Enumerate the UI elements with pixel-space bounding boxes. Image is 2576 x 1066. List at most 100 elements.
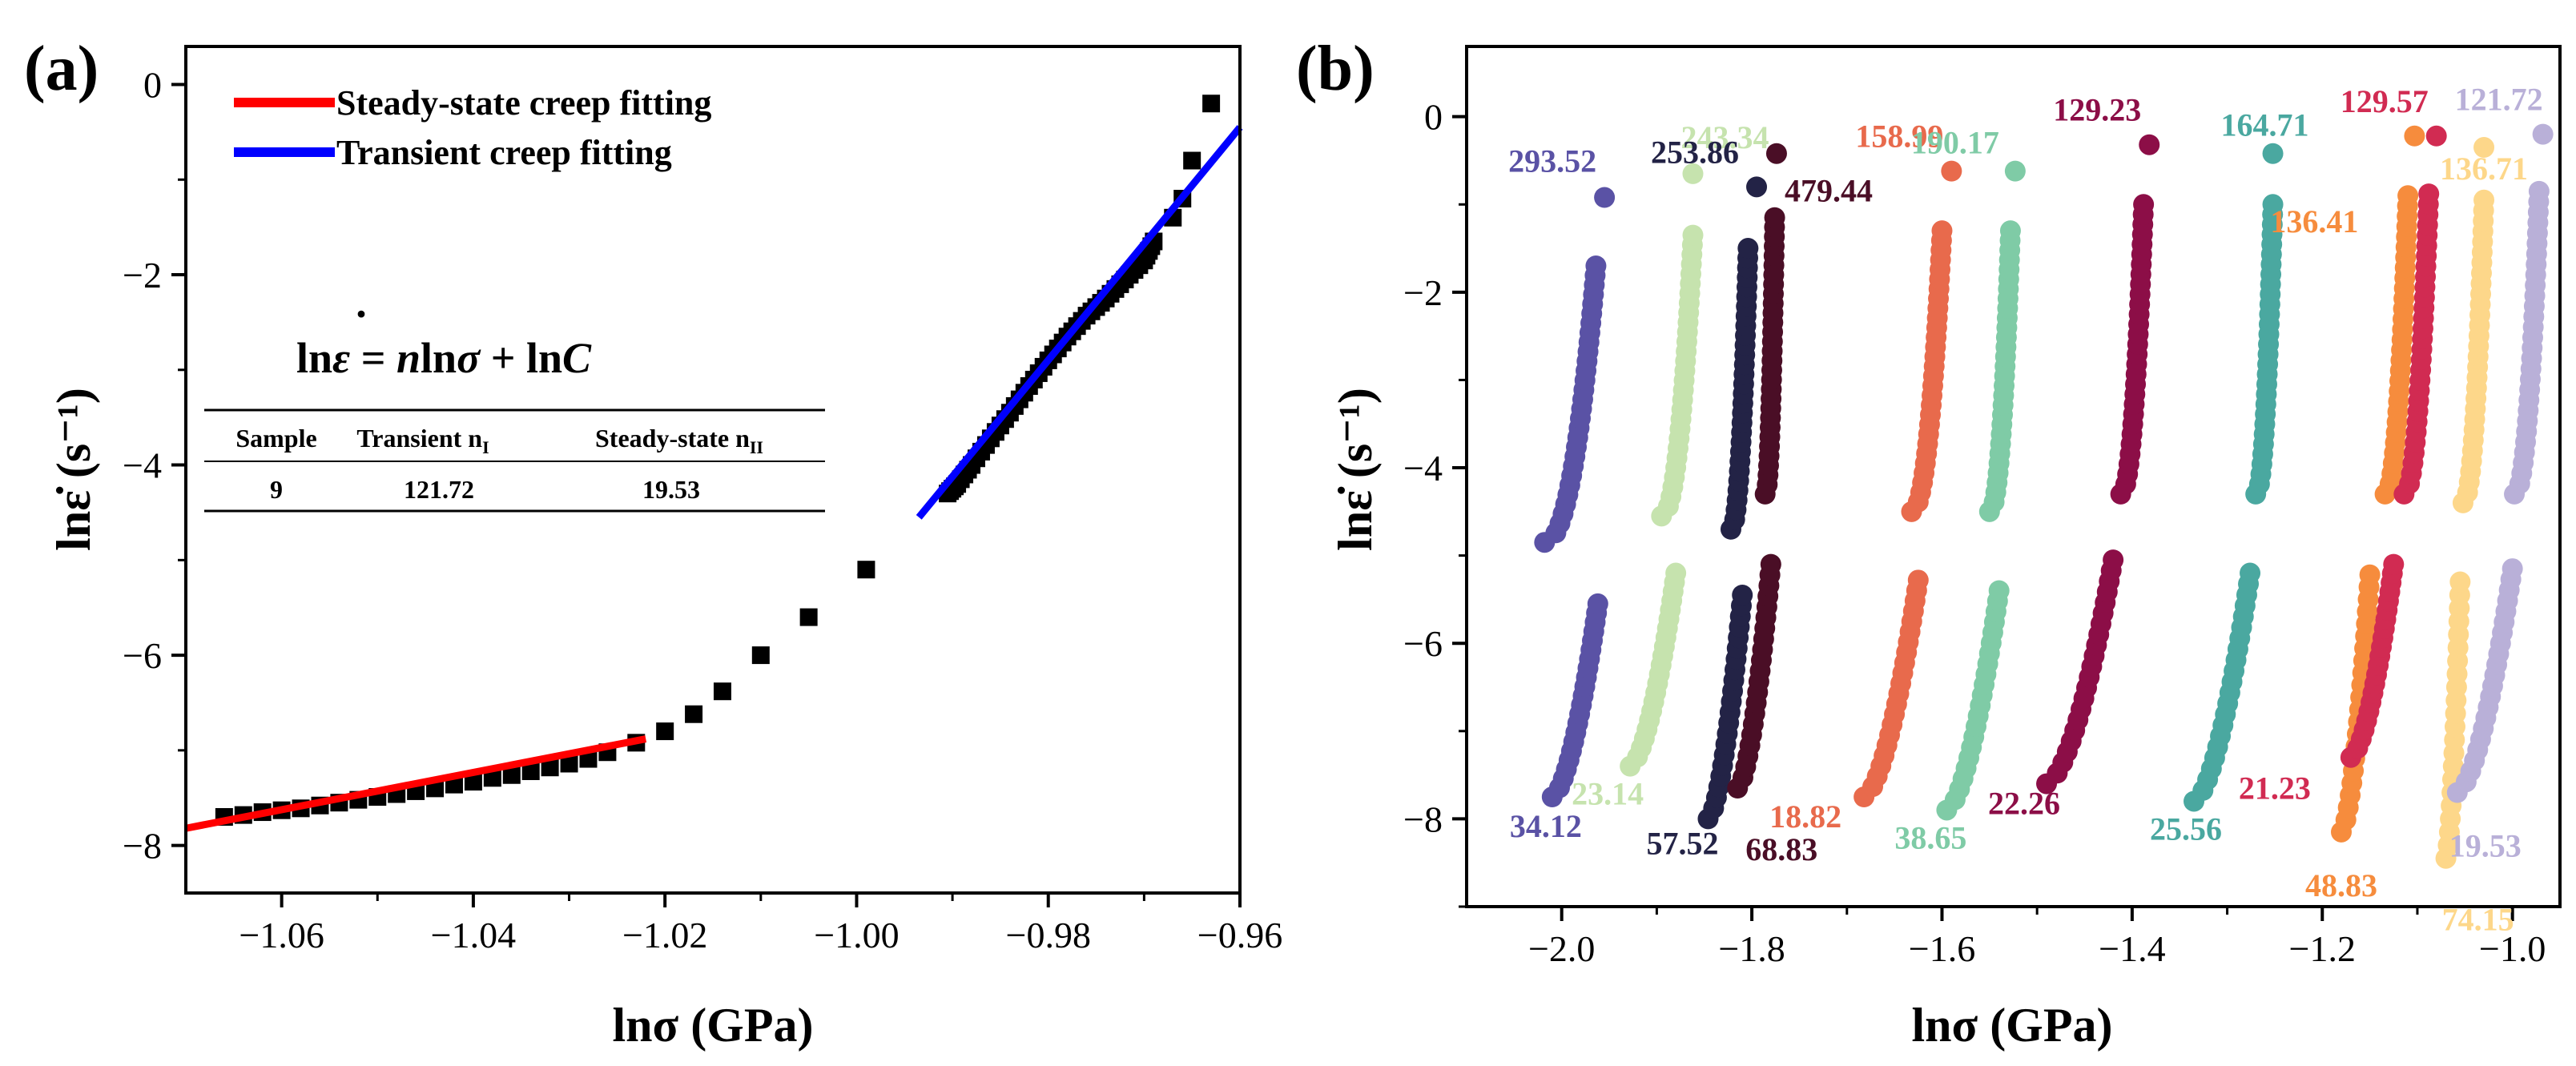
- panel-b-upper-value-label: 158.99: [1855, 119, 1943, 155]
- steady-state-fit-line: [185, 735, 647, 832]
- panel-b-lower-value-label: 68.83: [1745, 831, 1817, 867]
- panel-a-y-axis-title: lnε̇ (s⁻¹): [47, 388, 100, 551]
- panel-a-x-tick-label: −1.02: [622, 915, 707, 955]
- eq-equals: =: [350, 334, 396, 382]
- panel-b-outlier-point: [1941, 160, 1962, 182]
- panel-b-value-labels: 293.52 34.12 243.34 23.14 253.86 57.52 479.44 6…: [1508, 82, 2543, 938]
- panel-b-data-point: [1732, 584, 1753, 605]
- panel-b-data-point: [2502, 558, 2523, 580]
- panel-a-data-point: [502, 766, 521, 784]
- panel-b-upper-value-label: 136.71: [2440, 151, 2528, 187]
- panel-b-lower-value-label: 57.52: [1646, 825, 1718, 861]
- panel-b-y-tick-label: −4: [1403, 448, 1443, 489]
- table-header-sample: Sample: [235, 424, 316, 453]
- legend-label-transient: Transient creep fitting: [336, 133, 672, 172]
- panel-b-lower-value-label: 21.23: [2239, 770, 2311, 807]
- panel-b-data-point: [2103, 549, 2124, 571]
- table-header-steady-state: Steady-state n: [595, 424, 750, 453]
- panel-b-upper-value-label: 129.23: [2053, 92, 2141, 128]
- panel-b-data-point: [2262, 194, 2284, 215]
- parameters-table: Sample Transient nI Steady-state nII 9 1…: [204, 408, 825, 513]
- panel-b-lower-value-label: 19.53: [2449, 828, 2522, 864]
- panel-a-data-point: [541, 758, 559, 777]
- panel-b-x-tick-label: −1.0: [2479, 928, 2546, 969]
- svg-text:Transient nI: Transient nI: [356, 424, 489, 457]
- panel-a-data-marks: [185, 95, 1243, 832]
- panel-a-x-tick-label: −0.96: [1197, 915, 1282, 955]
- panel-b-lower-value-label: 18.82: [1769, 798, 1841, 835]
- panel-a-data-point: [1183, 151, 1201, 170]
- panel-b-data-point: [2133, 194, 2155, 215]
- panel-b-lower-value-label: 38.65: [1894, 819, 1966, 855]
- svg-text:Steady-state nII: Steady-state nII: [595, 424, 763, 457]
- panel-b-outlier-point: [1594, 187, 1616, 208]
- panel-a-data-point: [1202, 95, 1221, 113]
- panel-b-x-axis-title: lnσ (GPa): [1912, 999, 2113, 1052]
- panel-b-data-point: [1585, 255, 1607, 276]
- panel-b-data-point: [2359, 564, 2381, 585]
- panel-b-outlier-point: [2532, 123, 2554, 145]
- panel-b-y-tick-label: −2: [1403, 272, 1443, 313]
- panel-a-data-point: [560, 754, 578, 773]
- panel-b-data-point: [1682, 224, 1704, 246]
- panel-b-x-tick-label: −2.0: [1528, 928, 1595, 969]
- panel-a-chart: −1.06 −1.04 −1.02 −1.00 −0.98 −0.960−2−4−6−8 …: [47, 45, 1282, 1052]
- panel-b-y-tick-label: −8: [1403, 798, 1443, 839]
- panel-b-lower-value-label: 48.83: [2305, 867, 2377, 903]
- panel-b-data-point: [1764, 207, 1785, 228]
- panel-a-data-point: [685, 705, 703, 723]
- panel-a-data-point: [521, 762, 540, 780]
- panel-b-y-tick-label: −6: [1403, 623, 1443, 664]
- panel-b-upper-value-label: 121.72: [2455, 82, 2543, 118]
- eq-epsilon-dot: ·: [354, 290, 368, 338]
- eq-plus-ln: + ln: [480, 334, 562, 382]
- panel-b-outlier-point: [2425, 125, 2447, 147]
- panel-b-data-point: [1988, 580, 2010, 601]
- panel-b-data-point: [1587, 593, 1608, 614]
- table-cell-steady-state: 19.53: [642, 475, 700, 504]
- legend-label-steady-state: Steady-state creep fitting: [336, 83, 711, 123]
- panel-b-outlier-point: [2404, 125, 2425, 147]
- panel-b-data-marks: [1534, 123, 2554, 869]
- eq-sigma: σ: [457, 334, 481, 382]
- panel-b-y-tick-label: 0: [1424, 97, 1443, 138]
- panel-a-data-point: [464, 773, 482, 791]
- panel-b-upper-value-label: 479.44: [1785, 173, 1873, 209]
- panel-b-label: (b): [1296, 34, 1375, 104]
- table-cell-transient: 121.72: [404, 475, 474, 504]
- panel-b-lower-value-label: 34.12: [1510, 808, 1582, 844]
- panel-a-y-tick-label: −4: [123, 445, 162, 486]
- panel-a-y-tick-label: −6: [123, 635, 162, 676]
- panel-a-x-axis-title: lnσ (GPa): [613, 999, 814, 1052]
- panel-b-outlier-point: [2473, 137, 2495, 159]
- panel-b-data-point: [2418, 183, 2440, 205]
- panel-b-upper-value-label: 129.57: [2341, 83, 2429, 119]
- creep-equation: lnε = nlnσ + lnC ·: [296, 290, 592, 382]
- panel-b-data-point: [1760, 553, 1781, 575]
- panel-a-y-tick-label: −2: [123, 255, 162, 296]
- panel-b-data-point: [1665, 562, 1687, 584]
- panel-a-data-point: [656, 722, 674, 741]
- panel-a-y-tick-label: 0: [143, 65, 162, 106]
- panel-b-data-point: [2449, 571, 2471, 593]
- panel-b-outlier-point: [2139, 134, 2160, 155]
- table-sub-transient: I: [482, 437, 489, 457]
- eq-n: n: [396, 334, 421, 382]
- panel-b-outlier-point: [2004, 160, 2026, 182]
- panel-a-label: (a): [24, 34, 99, 104]
- panel-b-data-point: [2383, 553, 2405, 575]
- table-header-transient: Transient n: [356, 424, 482, 453]
- panel-b-data-point: [2473, 189, 2495, 211]
- panel-b-lower-value-label: 25.56: [2150, 811, 2222, 847]
- panel-b-upper-value-label: 293.52: [1508, 143, 1596, 179]
- panel-b-ticks: −2.0 −1.8 −1.6 −1.4 −1.2 −1.0 0 −2 −4 −6 −8: [1403, 97, 2546, 969]
- panel-a-frame: [184, 45, 1242, 895]
- transient-fit-line: [916, 125, 1243, 520]
- panel-b-x-tick-label: −1.6: [1909, 928, 1975, 969]
- eq-c: C: [562, 334, 592, 382]
- eq-epsilon: ε: [332, 334, 350, 382]
- panel-b-frame: [1465, 45, 2562, 908]
- panel-b-upper-value-label: 243.34: [1680, 119, 1769, 155]
- panel-a-data-point: [751, 646, 770, 665]
